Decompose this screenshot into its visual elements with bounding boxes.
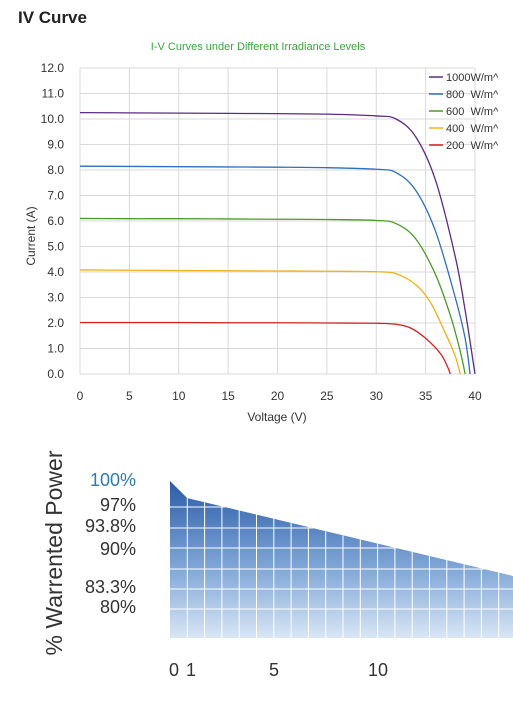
iv-y-tick-label: 2.0: [47, 316, 64, 330]
warranty-x-tick-label: 5: [269, 660, 279, 680]
iv-y-tick-label: 0.0: [47, 367, 64, 381]
iv-x-tick-label: 15: [221, 389, 235, 403]
iv-legend-label: 600 W/m^: [446, 106, 499, 118]
warranty-y-axis-label: % Warrented Power: [41, 450, 67, 655]
iv-series-lines: [79, 111, 476, 375]
warranty-y-tick-labels: 100% 97%93.8% 90% 83.3%80%: [85, 470, 136, 617]
warranty-x-tick-label: 10: [368, 660, 388, 680]
iv-chart: I-V Curves under Different Irradiance Le…: [24, 41, 499, 424]
iv-x-tick-label: 25: [320, 389, 334, 403]
warranty-y-tick-label: 83.3%: [85, 577, 136, 597]
iv-x-tick-labels: 0 5 10 15 20 25 30 35 40: [77, 389, 482, 403]
warranty-x-tick-label: 0: [169, 660, 179, 680]
warranty-x-tick-labels: 0 1 5 10: [169, 660, 388, 680]
warranty-x-tick-label: 1: [186, 660, 196, 680]
iv-x-tick-label: 0: [77, 389, 84, 403]
warranty-y-tick-label: 100%: [90, 470, 136, 490]
iv-x-tick-label: 40: [468, 389, 482, 403]
iv-x-axis-label: Voltage (V): [247, 410, 306, 424]
iv-y-tick-label: 10.0: [41, 112, 65, 126]
iv-series-line: [80, 321, 451, 375]
iv-series-line: [79, 269, 461, 375]
iv-y-tick-label: 4.0: [47, 265, 64, 279]
iv-x-tick-label: 10: [172, 389, 186, 403]
iv-legend-label: 1000W/m^: [446, 72, 499, 84]
iv-series-line: [79, 111, 476, 375]
iv-x-tick-label: 20: [271, 389, 285, 403]
iv-y-tick-label: 3.0: [47, 291, 64, 305]
iv-y-tick-label: 1.0: [47, 342, 64, 356]
warranty-y-tick-label: 97%: [100, 495, 136, 515]
iv-y-tick-label: 8.0: [47, 163, 64, 177]
iv-x-tick-label: 35: [419, 389, 433, 403]
warranty-y-tick-label: 93.8%: [85, 516, 136, 536]
iv-y-tick-label: 7.0: [47, 189, 64, 203]
iv-y-tick-label: 5.0: [47, 240, 64, 254]
iv-x-tick-label: 30: [370, 389, 384, 403]
iv-y-tick-label: 6.0: [47, 214, 64, 228]
iv-y-axis-label: Current (A): [24, 206, 38, 265]
iv-chart-title: I-V Curves under Different Irradiance Le…: [151, 41, 366, 53]
warranty-y-tick-label: 90%: [100, 539, 136, 559]
iv-y-tick-label: 12.0: [41, 61, 65, 75]
iv-legend-label: 800 W/m^: [446, 89, 499, 101]
iv-y-tick-label: 11.0: [42, 87, 65, 101]
warranty-area: [170, 481, 513, 638]
iv-x-tick-label: 5: [126, 389, 133, 403]
iv-legend: 1000W/m^ 800 W/m^ 600 W/m^ 400 W/m^ 200 W/m^: [429, 72, 499, 152]
iv-series-line: [79, 217, 466, 375]
iv-series-line: [79, 165, 471, 375]
warranty-y-tick-label: 80%: [100, 597, 136, 617]
iv-legend-label: 400 W/m^: [446, 123, 499, 135]
iv-legend-label: 200 W/m^: [446, 140, 499, 152]
iv-y-tick-label: 9.0: [47, 138, 64, 152]
iv-y-tick-labels: 0.0 1.0 2.0 3.0 4.0 5.0 6.0 7.0 8.0 9.0 10.0 11.0 12…: [41, 61, 65, 381]
page-title: IV Curve: [18, 8, 87, 27]
